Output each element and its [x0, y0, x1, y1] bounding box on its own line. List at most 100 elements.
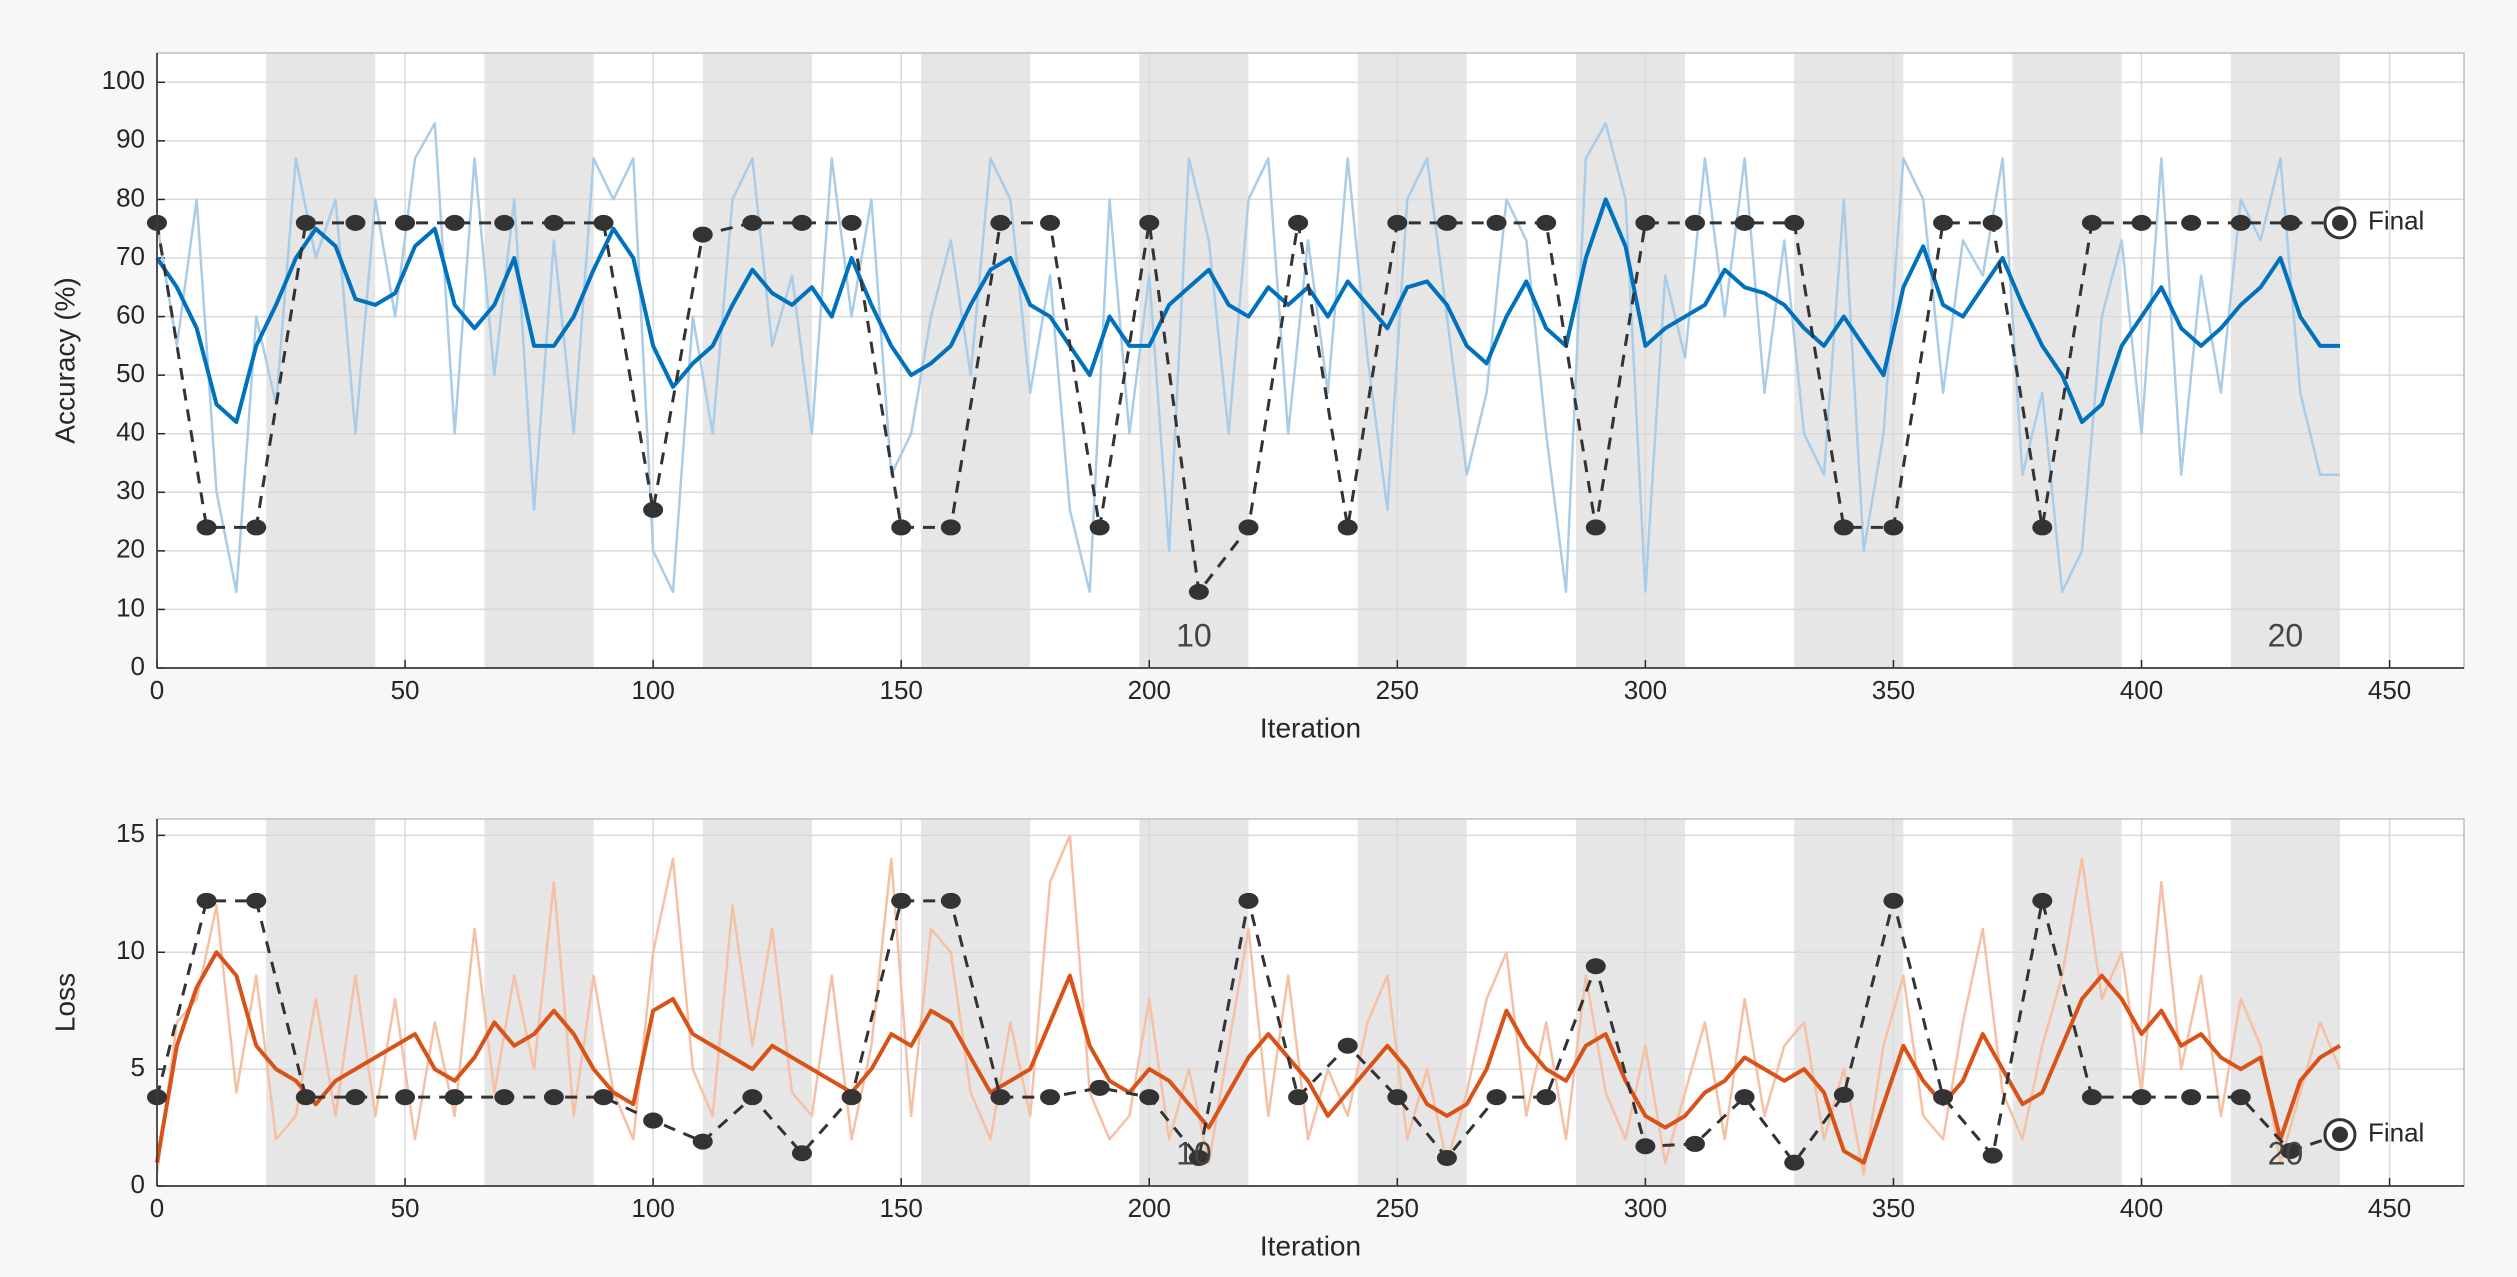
validation-point [1883, 892, 1904, 909]
validation-point [891, 519, 912, 536]
epoch-band [702, 53, 812, 668]
validation-point [246, 519, 267, 536]
validation-point [1933, 214, 1954, 231]
validation-point [1040, 214, 1061, 231]
x-tick-label: 150 [879, 1193, 922, 1223]
validation-point [1635, 1138, 1656, 1155]
validation-point [1883, 519, 1904, 536]
x-axis-label: Iteration [1260, 712, 1361, 743]
validation-point [643, 1112, 664, 1129]
validation-point [345, 214, 366, 231]
validation-point [1238, 892, 1259, 909]
validation-point [1536, 214, 1557, 231]
epoch-label: 10 [1176, 617, 1212, 653]
x-tick-label: 350 [1872, 1193, 1915, 1223]
epoch-band [266, 819, 376, 1186]
x-tick-label: 200 [1128, 1193, 1171, 1223]
y-axis-label: Loss [49, 973, 80, 1032]
x-tick-label: 450 [2368, 675, 2411, 705]
validation-point [1387, 1089, 1408, 1106]
y-tick-label: 70 [116, 241, 145, 271]
validation-point [295, 214, 316, 231]
x-tick-label: 400 [2120, 1193, 2163, 1223]
validation-point [2181, 1089, 2202, 1106]
x-tick-label: 300 [1624, 1193, 1667, 1223]
validation-point [1288, 1089, 1309, 1106]
validation-point [1635, 214, 1656, 231]
epoch-band [921, 53, 1031, 668]
y-tick-label: 0 [131, 1169, 145, 1199]
validation-point [395, 1089, 416, 1106]
y-tick-label: 90 [116, 124, 145, 154]
y-tick-label: 60 [116, 299, 145, 329]
validation-point [2032, 519, 2053, 536]
validation-point [1139, 1089, 1160, 1106]
x-tick-label: 250 [1376, 1193, 1419, 1223]
validation-point [1982, 214, 2003, 231]
x-tick-label: 50 [391, 675, 420, 705]
validation-point [345, 1089, 366, 1106]
validation-point [643, 501, 664, 518]
validation-point [1337, 519, 1358, 536]
x-tick-label: 150 [879, 675, 922, 705]
validation-point [2131, 214, 2152, 231]
validation-point [2230, 1089, 2251, 1106]
y-tick-label: 80 [116, 182, 145, 212]
validation-point [2230, 214, 2251, 231]
x-tick-label: 300 [1624, 675, 1667, 705]
validation-point [1436, 1149, 1457, 1166]
x-axis-label: Iteration [1260, 1230, 1361, 1261]
validation-point [543, 1089, 564, 1106]
validation-point [2032, 892, 2053, 909]
validation-point [246, 892, 267, 909]
y-tick-label: 100 [102, 65, 145, 95]
validation-point [2181, 214, 2202, 231]
epoch-band [2012, 819, 2122, 1186]
validation-point [692, 226, 713, 243]
final-label: Final [2368, 1117, 2424, 1147]
validation-point [742, 214, 763, 231]
validation-point [1585, 519, 1606, 536]
final-dot [2331, 214, 2348, 231]
final-label: Final [2368, 206, 2424, 236]
epoch-band [484, 819, 594, 1186]
epoch-label: 20 [2268, 1135, 2304, 1171]
training-line [155, 950, 2341, 1165]
epoch-band [2230, 819, 2340, 1186]
validation-point [1833, 1086, 1854, 1103]
validation-point [1784, 1154, 1805, 1171]
epoch-label: 10 [1176, 1135, 1212, 1171]
validation-point [940, 519, 961, 536]
epoch-label: 20 [2268, 617, 2304, 653]
validation-point [1089, 519, 1110, 536]
validation-point [1933, 1089, 1954, 1106]
epoch-band [2012, 53, 2122, 668]
validation-point [791, 214, 812, 231]
validation-point [1486, 1089, 1507, 1106]
validation-point [1536, 1089, 1557, 1106]
validation-point [990, 214, 1011, 231]
y-tick-label: 10 [116, 935, 145, 965]
validation-point [444, 1089, 465, 1106]
epoch-band [1357, 53, 1467, 668]
x-tick-label: 0 [150, 675, 164, 705]
final-dot [2331, 1126, 2348, 1143]
validation-point [1734, 1089, 1755, 1106]
validation-point [2131, 1089, 2152, 1106]
training-line [155, 122, 2340, 594]
x-tick-label: 0 [150, 1193, 164, 1223]
y-tick-label: 5 [131, 1052, 145, 1082]
validation-point [494, 214, 515, 231]
x-tick-label: 400 [2120, 675, 2163, 705]
validation-point [2081, 1089, 2102, 1106]
epoch-band [1794, 819, 1904, 1186]
validation-point [1139, 214, 1160, 231]
validation-point [196, 519, 217, 536]
y-tick-label: 30 [116, 475, 145, 505]
validation-point [196, 892, 217, 909]
validation-point [1734, 214, 1755, 231]
y-tick-label: 15 [116, 818, 145, 848]
training-line [155, 834, 2342, 1176]
validation-point [295, 1089, 316, 1106]
